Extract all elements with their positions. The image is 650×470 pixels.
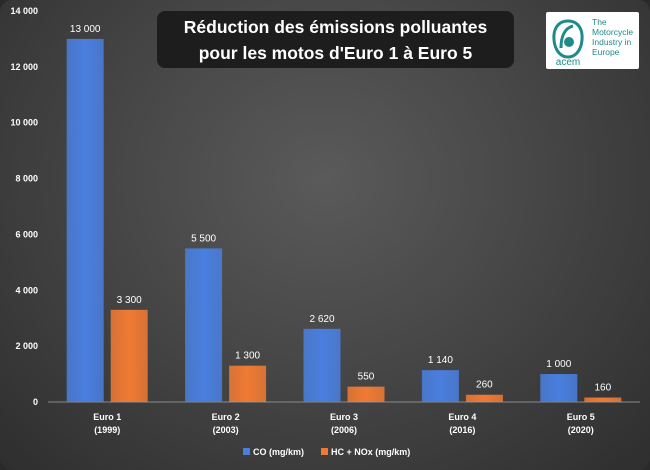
bar-hc-nox (229, 365, 267, 402)
y-tick-label: 4 000 (15, 285, 38, 295)
data-label: 260 (476, 380, 493, 391)
x-category-year: (2020) (568, 425, 594, 435)
x-category-year: (2006) (331, 425, 357, 435)
logo-tagline-line: Motorcycle (592, 27, 634, 37)
x-category-label: Euro 4 (448, 412, 476, 422)
bar-co (421, 370, 459, 402)
legend-label: HC + NOx (mg/km) (331, 447, 410, 457)
y-tick-label: 10 000 (10, 118, 38, 128)
data-label: 1 300 (235, 351, 260, 362)
bar-hc-nox (110, 309, 148, 402)
data-label: 5 500 (191, 233, 216, 244)
chart-title-box: Réduction des émissions polluantes pour … (157, 11, 514, 68)
data-label: 550 (358, 372, 375, 383)
chart-title-line-1: Réduction des émissions polluantes (183, 16, 488, 37)
data-label: 13 000 (70, 24, 101, 35)
bar-hc-nox (584, 397, 622, 402)
x-category-year: (2016) (449, 425, 475, 435)
data-label: 2 620 (309, 314, 334, 325)
y-tick-label: 6 000 (15, 229, 38, 239)
bar-co (66, 38, 104, 403)
legend-swatch-co (243, 448, 250, 455)
chart-title-line-2: pour les motos d'Euro 1 à Euro 5 (198, 42, 473, 63)
bar-co (540, 374, 578, 402)
data-label: 160 (594, 383, 611, 394)
y-tick-label: 0 (33, 397, 38, 407)
logo-tagline-line: Europe (592, 47, 620, 57)
acem-logo-wordmark: acem (555, 57, 581, 68)
logo-tagline-line: Industry in (592, 37, 632, 47)
y-tick-label: 14 000 (10, 6, 38, 16)
bar-co (303, 328, 341, 402)
data-label: 3 300 (117, 295, 142, 306)
acem-logo-mark-icon (552, 19, 584, 59)
bar-hc-nox (347, 386, 385, 402)
data-label: 1 000 (546, 359, 571, 370)
x-category-label: Euro 3 (330, 412, 358, 422)
bar-hc-nox (465, 394, 503, 402)
logo-tagline-line: The (592, 17, 607, 27)
y-tick-label: 8 000 (15, 174, 38, 184)
acem-logo-tagline: The Motorcycle Industry in Europe (592, 17, 638, 57)
y-tick-label: 12 000 (10, 62, 38, 72)
x-category-year: (2003) (213, 425, 239, 435)
legend-label: CO (mg/km) (253, 447, 304, 457)
x-category-label: Euro 5 (567, 412, 595, 422)
x-category-label: Euro 2 (212, 412, 240, 422)
legend-swatch-hc-nox (321, 448, 328, 455)
acem-logo: acem The Motorcycle Industry in Europe (546, 12, 639, 69)
x-category-year: (1999) (94, 425, 120, 435)
bar-co (185, 248, 223, 402)
data-label: 1 140 (428, 355, 453, 366)
x-category-label: Euro 1 (93, 412, 121, 422)
y-tick-label: 2 000 (15, 341, 38, 351)
